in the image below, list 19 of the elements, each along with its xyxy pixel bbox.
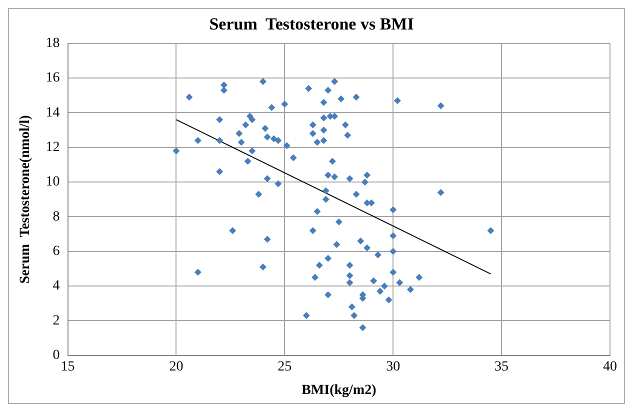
y-tick-label: 0	[52, 348, 60, 364]
chart-title: Serum Testosterone vs BMI	[209, 14, 414, 34]
x-tick-label: 20	[169, 359, 184, 374]
x-tick-label: 40	[603, 359, 617, 374]
y-tick-label: 16	[46, 70, 60, 86]
x-axis-title: BMI(kg/m2)	[302, 383, 377, 398]
x-tick-label: 15	[60, 359, 75, 374]
y-tick-label: 18	[46, 36, 60, 52]
x-tick-label: 30	[386, 359, 400, 374]
y-tick-label: 4	[52, 278, 60, 294]
x-tick-label: 25	[278, 359, 292, 374]
y-tick-label: 2	[52, 313, 60, 328]
y-tick-label: 8	[52, 209, 60, 224]
y-tick-label: 6	[52, 244, 60, 260]
y-tick-label: 12	[46, 140, 60, 156]
y-axis-title: Serum Testosterone(nmol/l)	[18, 114, 34, 284]
y-tick-label: 10	[46, 174, 60, 190]
y-tick-label: 14	[46, 105, 60, 120]
x-tick-label: 35	[494, 359, 509, 374]
